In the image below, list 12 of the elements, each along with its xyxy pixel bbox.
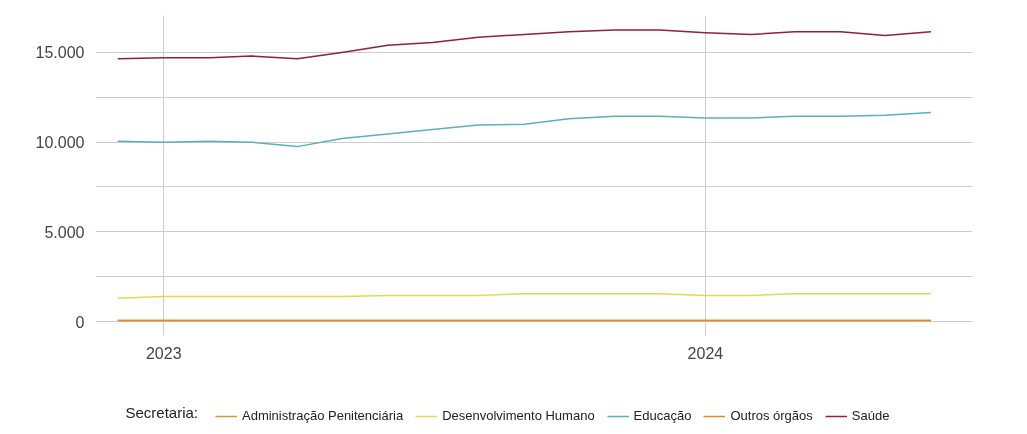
y-tick-label: 15.000 [35,44,85,62]
legend-title: Secretaria: [125,403,199,421]
y-tick-label: 10.000 [35,134,85,152]
y-tick-label: 0 [75,313,85,331]
legend-label: Administração Penitenciária [242,408,404,423]
y-tick-label: 5.000 [44,223,85,241]
legend-label: Desenvolvimento Humano [442,408,595,423]
legend-label: Saúde [851,408,890,423]
x-tick-label: 2024 [687,344,724,362]
legend-label: Outros órgãos [730,408,813,423]
legend-label: Educação [633,408,692,423]
x-tick-label: 2023 [145,344,182,362]
